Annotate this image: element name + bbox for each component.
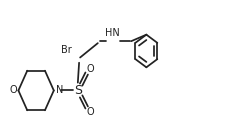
Text: Br: Br bbox=[60, 45, 71, 55]
Text: O: O bbox=[87, 107, 94, 117]
Text: S: S bbox=[74, 84, 82, 97]
Text: O: O bbox=[87, 64, 94, 74]
Text: HN: HN bbox=[105, 28, 120, 38]
Text: N: N bbox=[56, 86, 63, 95]
Text: O: O bbox=[9, 86, 17, 95]
